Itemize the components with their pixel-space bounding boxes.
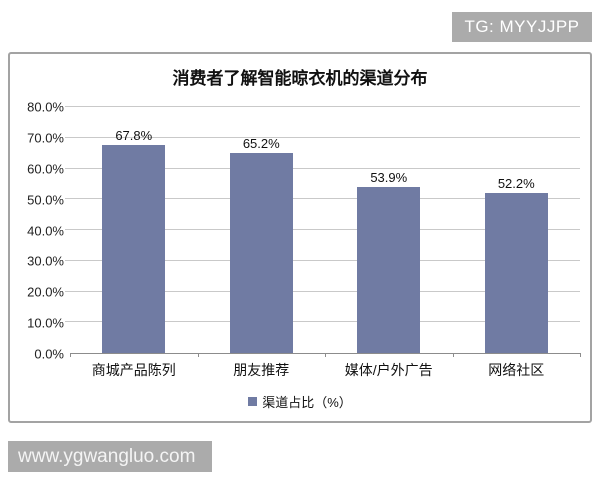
x-axis-tick xyxy=(580,353,581,357)
chart-card: 消费者了解智能晾衣机的渠道分布 0.0% 10.0% 20.0% 30.0% 40.0%… xyxy=(8,52,592,423)
x-tick-label: 朋友推荐 xyxy=(233,362,290,378)
watermark-label: www.ygwangluo.com xyxy=(18,445,196,467)
y-tick-label: 50.0% xyxy=(27,192,64,208)
gridline xyxy=(65,321,580,323)
x-tick-label: 商城产品陈列 xyxy=(91,362,176,378)
watermark: www.ygwangluo.com xyxy=(8,441,212,472)
y-tick-label: 20.0% xyxy=(27,284,64,300)
y-tick-label: 30.0% xyxy=(27,253,64,269)
gridline xyxy=(65,198,580,200)
y-tick-label: 70.0% xyxy=(27,130,64,146)
bar-group: 65.2% xyxy=(198,107,326,353)
bar xyxy=(102,144,166,353)
x-axis-tick xyxy=(197,353,199,357)
gridline xyxy=(65,167,580,169)
bar-group: 52.2% xyxy=(453,107,581,353)
x-tick-label: 媒体/户外广告 xyxy=(344,362,433,378)
x-axis-labels: 商城产品陈列 朋友推荐 媒体/户外广告 网络社区 xyxy=(70,360,580,380)
chart-title: 消费者了解智能晾衣机的渠道分布 xyxy=(172,69,428,88)
y-axis-labels: 0.0% 10.0% 20.0% 30.0% 40.0% 50.0% 60.0% 70.0% 8… xyxy=(10,100,64,362)
gridline xyxy=(65,290,580,292)
bar-value-label: 52.2% xyxy=(497,175,535,191)
y-tick-label: 40.0% xyxy=(27,223,64,238)
gridline xyxy=(65,259,580,261)
bar-value-label: 53.9% xyxy=(370,170,408,186)
x-axis-tick xyxy=(325,353,326,357)
bar xyxy=(229,152,293,353)
bar-value-label: 67.8% xyxy=(115,127,153,143)
gridline xyxy=(65,136,580,138)
y-tick-label: 60.0% xyxy=(27,161,64,177)
y-tick-label: 10.0% xyxy=(27,315,64,331)
plot-area: 67.8% 65.2% 53.9% 52.2% xyxy=(65,106,581,357)
gridline xyxy=(65,106,580,107)
legend: 渠道占比（%） xyxy=(10,392,590,411)
bar-value-label: 65.2% xyxy=(242,135,280,151)
y-tick-label: 0.0% xyxy=(34,346,64,362)
x-axis-tick xyxy=(452,353,454,357)
bar xyxy=(357,187,421,353)
y-tick-label: 80.0% xyxy=(27,99,64,115)
bar-group: 67.8% xyxy=(70,107,198,353)
tg-badge: TG: MYYJJPP xyxy=(452,12,592,42)
bar xyxy=(484,192,548,353)
legend-label: 渠道占比（%） xyxy=(262,395,352,410)
gridline xyxy=(65,229,580,230)
legend-swatch-icon xyxy=(248,397,258,406)
bars-row: 67.8% 65.2% 53.9% 52.2% xyxy=(70,107,580,353)
x-tick-label: 网络社区 xyxy=(488,362,545,378)
tg-badge-label: TG: MYYJJPP xyxy=(464,17,580,36)
bar-group: 53.9% xyxy=(325,107,453,353)
x-axis-tick xyxy=(70,353,71,357)
